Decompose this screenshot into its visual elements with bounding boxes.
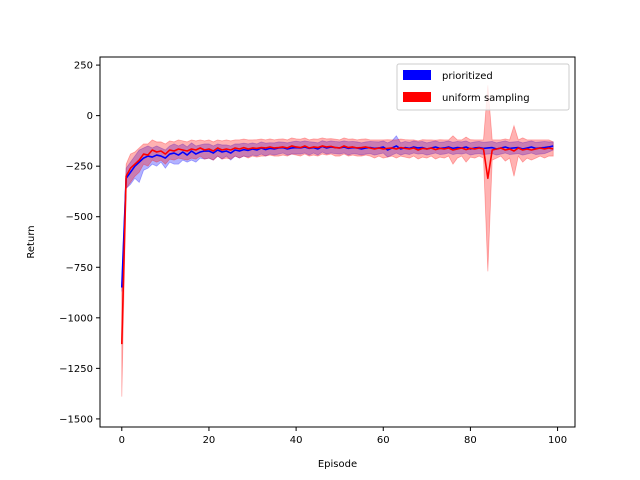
x-tick-label: 0 xyxy=(119,435,125,446)
y-axis-label: Return xyxy=(26,225,37,258)
legend-box xyxy=(396,63,570,111)
y-axis: 250 0 −250 −500 −750 −1000 −1250 −1500 xyxy=(59,61,100,425)
y-tick-label: −1500 xyxy=(59,414,93,425)
y-tick-label: −250 xyxy=(66,162,93,173)
legend: prioritized uniform sampling xyxy=(396,63,570,111)
y-tick-label: −1000 xyxy=(59,313,93,324)
plot-area xyxy=(120,85,554,397)
y-tick-label: 250 xyxy=(74,61,93,72)
x-tick-label: 40 xyxy=(290,435,303,446)
legend-label-uniform-sampling: uniform sampling xyxy=(442,93,530,104)
x-tick-label: 60 xyxy=(377,435,390,446)
legend-label-prioritized: prioritized xyxy=(442,71,493,82)
x-tick-label: 20 xyxy=(203,435,216,446)
line-uniform-sampling xyxy=(120,145,554,345)
x-axis: 0 20 40 60 80 100 xyxy=(119,427,567,446)
band-prioritized xyxy=(121,135,554,292)
y-tick-label: −750 xyxy=(66,263,93,274)
x-tick-label: 100 xyxy=(548,435,567,446)
y-tick-label: 0 xyxy=(87,111,93,122)
x-axis-label: Episode xyxy=(318,459,357,470)
legend-swatch-uniform-sampling xyxy=(403,92,431,102)
y-tick-label: −1250 xyxy=(59,364,93,375)
legend-swatch-prioritized xyxy=(403,70,431,80)
y-tick-label: −500 xyxy=(66,212,93,223)
axes-frame xyxy=(99,56,576,428)
x-tick-label: 80 xyxy=(464,435,477,446)
